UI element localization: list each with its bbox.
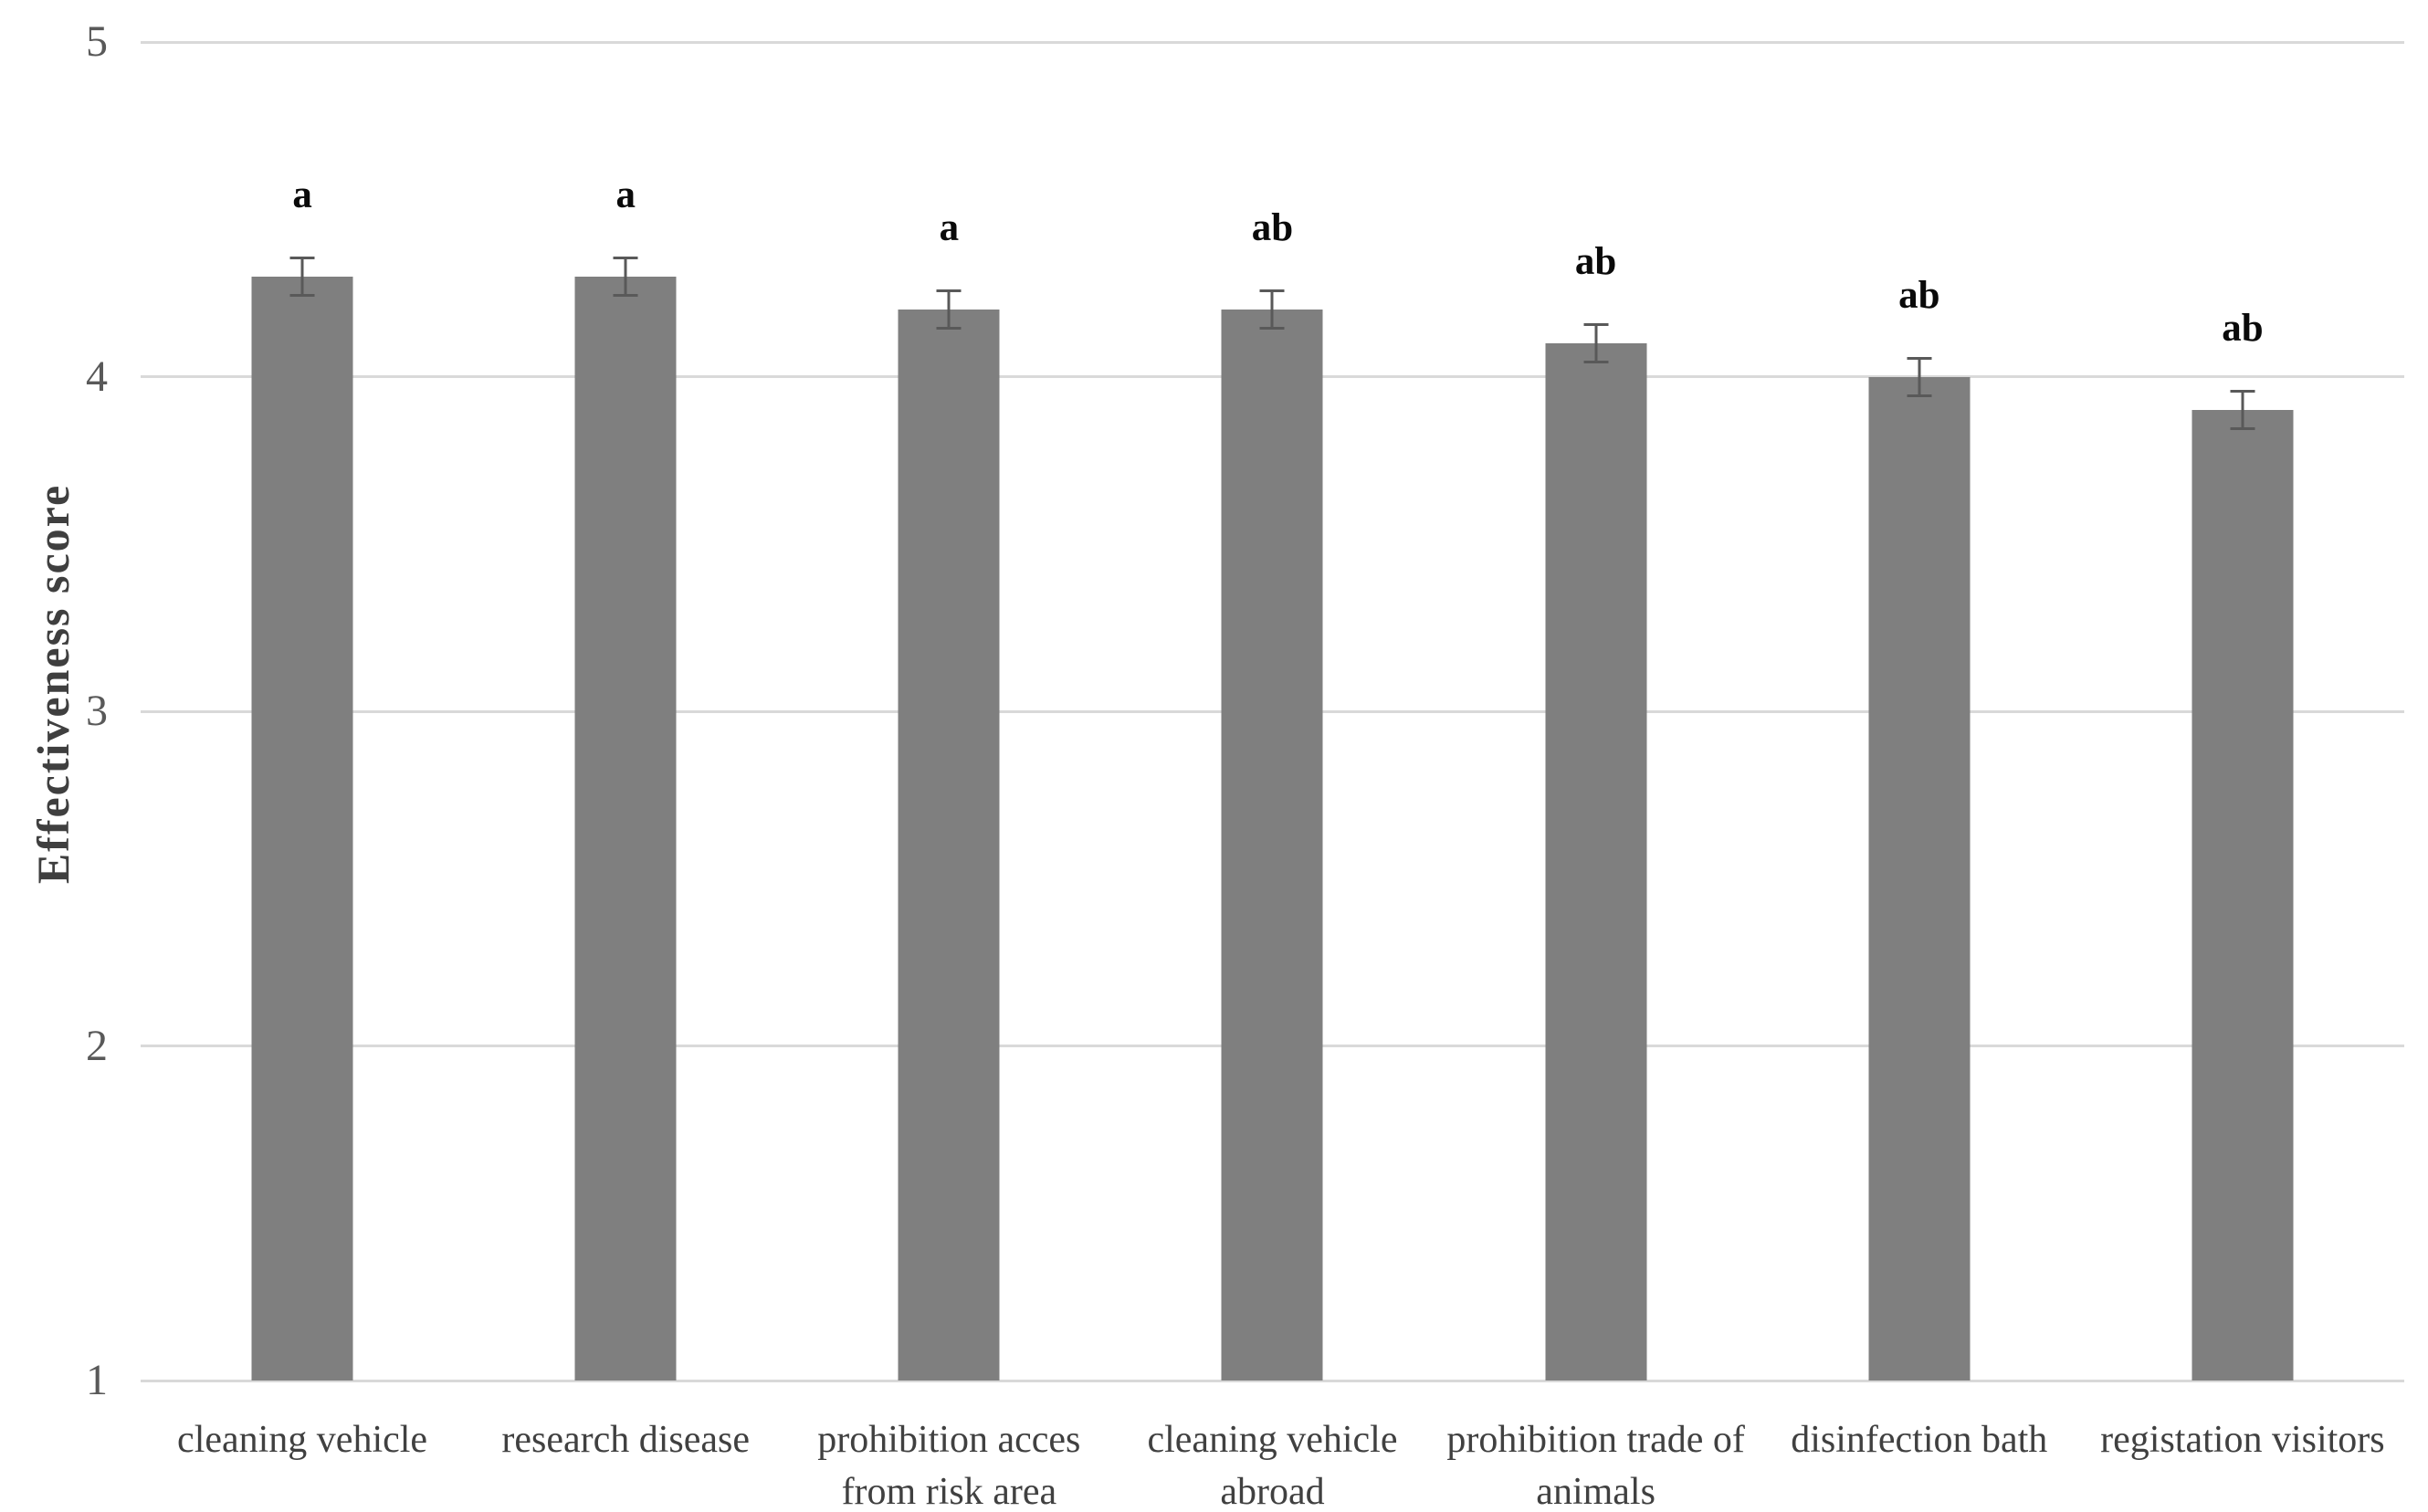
bar-column: a cleaning vehicle — [141, 42, 464, 1461]
plot-area: 1 2 3 4 5 a cleaning vehicle a research disease a… — [86, 17, 2404, 1512]
error-bar-cap-bottom — [613, 293, 638, 297]
x-axis-tick-label: registation visitors — [2100, 1419, 2385, 1461]
bar — [574, 276, 677, 1381]
bar — [898, 310, 1000, 1381]
error-bar-cap-top — [613, 256, 638, 259]
error-bar-line — [624, 256, 627, 297]
error-bar-cap-top — [1907, 356, 1932, 360]
x-axis-tick-label: disinfection bath — [1791, 1419, 2048, 1461]
y-axis-tick-label: 5 — [86, 17, 108, 66]
error-bar-line — [1918, 356, 1921, 397]
error-bar-line — [1594, 322, 1598, 363]
bar-column: a research disease — [464, 42, 787, 1461]
y-axis-tick-label: 4 — [86, 352, 108, 401]
significance-letter: a — [615, 173, 636, 216]
error-bar-cap-top — [289, 256, 315, 259]
significance-letter: ab — [1898, 273, 1940, 317]
error-bar-line — [2241, 390, 2244, 431]
bar — [251, 276, 353, 1381]
error-bar-line — [300, 256, 304, 297]
significance-letter: a — [939, 206, 960, 250]
x-axis-tick-label: cleaning vehicle abroad — [1147, 1419, 1398, 1512]
bar — [1545, 342, 1647, 1381]
x-axis-tick-label: prohibition acces from risk area — [817, 1419, 1081, 1512]
bar-column: ab registation visitors — [2081, 42, 2404, 1461]
error-bar-cap-top — [1583, 322, 1609, 326]
error-bar-cap-bottom — [2230, 427, 2255, 431]
bar-column: ab cleaning vehicle abroad — [1110, 42, 1434, 1512]
bar-column: ab prohibition trade of animals — [1435, 42, 1758, 1512]
error-bar-cap-bottom — [1583, 360, 1609, 363]
error-bar-cap-bottom — [1259, 327, 1285, 331]
error-bar-line — [1270, 289, 1274, 331]
significance-letter: ab — [1574, 239, 1617, 283]
bar — [1221, 310, 1323, 1381]
significance-letter: ab — [2222, 307, 2264, 351]
significance-letter: a — [292, 173, 312, 216]
gridline — [141, 40, 2404, 44]
bar-columns: a cleaning vehicle a research disease a prohi… — [141, 42, 2404, 1512]
bar-column: ab disinfection bath — [1758, 42, 2081, 1461]
error-bar-cap-top — [1259, 289, 1285, 293]
bar — [2192, 410, 2294, 1381]
error-bar-cap-bottom — [289, 293, 315, 297]
x-axis-tick-label: cleaning vehicle — [177, 1419, 428, 1461]
y-axis-tick-label: 2 — [86, 1021, 108, 1070]
error-bar-cap-bottom — [936, 327, 962, 331]
bar — [1868, 376, 1971, 1381]
x-axis-tick-label: research disease — [501, 1419, 751, 1461]
error-bar-cap-top — [936, 289, 962, 293]
error-bar-cap-top — [2230, 390, 2255, 394]
bar-column: a prohibition acces from risk area — [787, 42, 1110, 1512]
error-bar-line — [947, 289, 951, 331]
y-axis-tick-label: 1 — [86, 1356, 108, 1404]
significance-letter: ab — [1251, 206, 1294, 250]
y-axis-tick-label: 3 — [86, 687, 108, 735]
gridline — [141, 1379, 2404, 1382]
x-axis-tick-label: prohibition trade of animals — [1446, 1419, 1745, 1512]
error-bar-cap-bottom — [1907, 394, 1932, 397]
